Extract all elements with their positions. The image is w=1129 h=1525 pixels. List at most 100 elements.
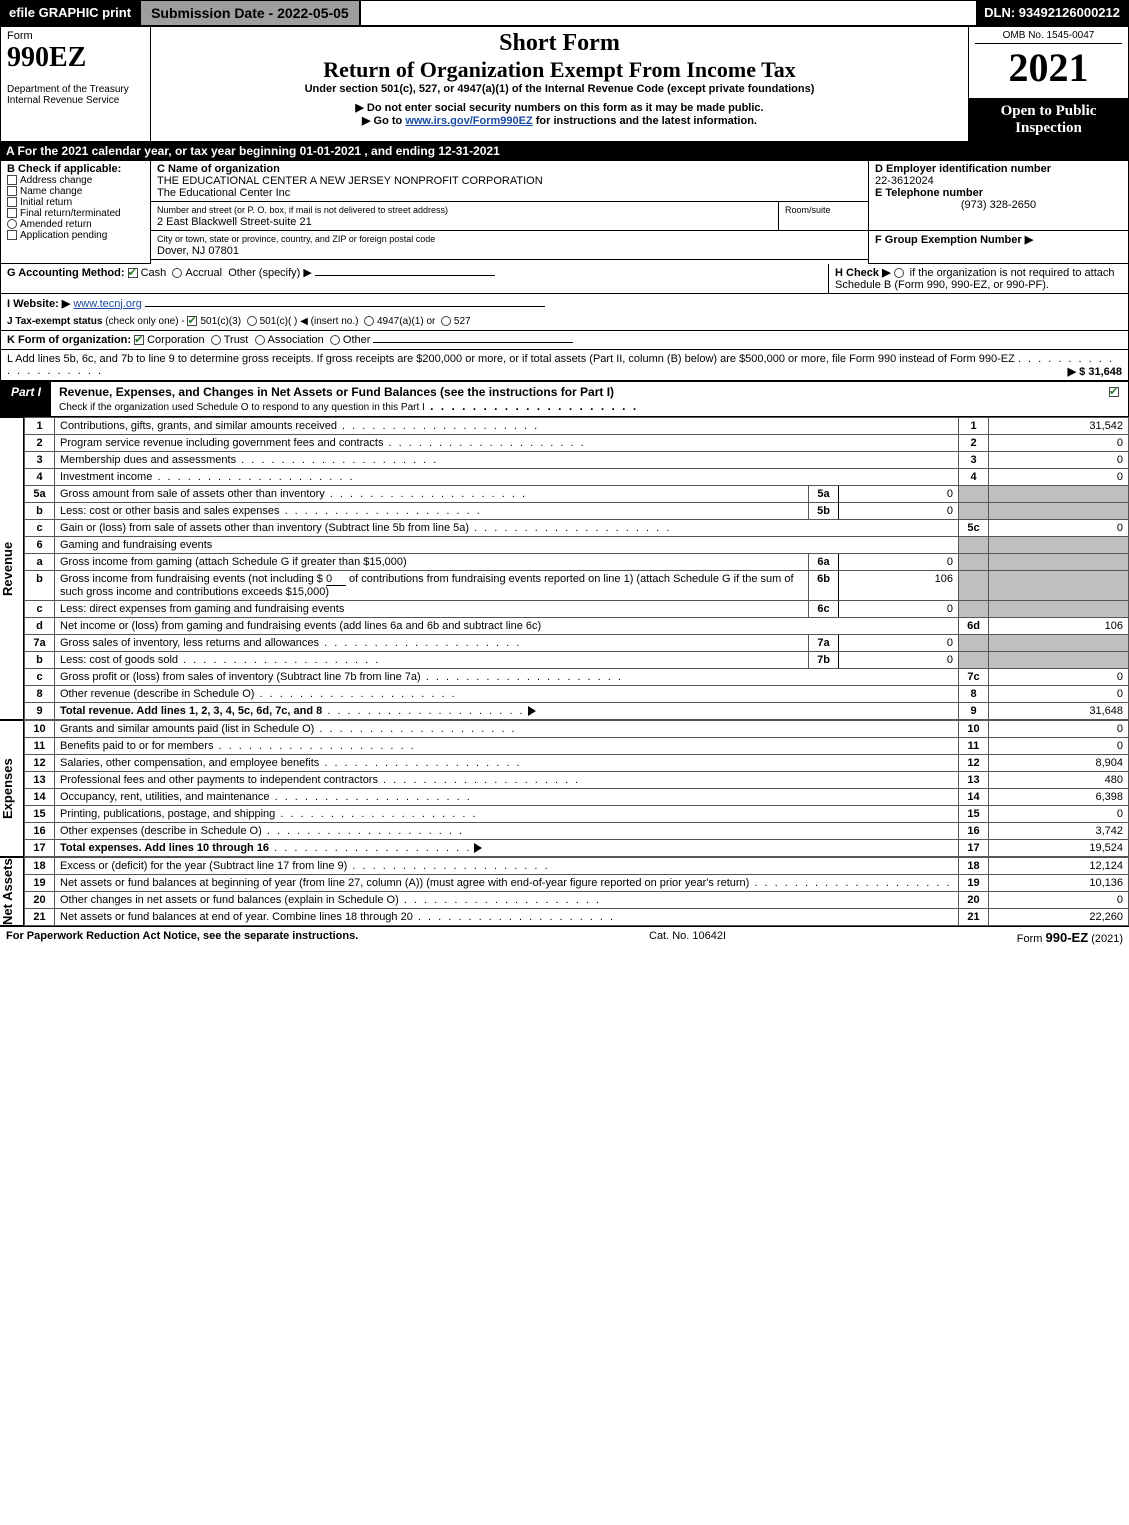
other-specify-input[interactable] <box>315 275 495 276</box>
line-13-value: 480 <box>989 771 1129 788</box>
check-trust[interactable] <box>211 335 221 345</box>
line-6c-desc: Less: direct expenses from gaming and fu… <box>60 603 344 615</box>
check-initial-return[interactable]: Initial return <box>7 197 144 208</box>
part-1-schedule-o-checkbox[interactable] <box>1109 387 1119 397</box>
line-10-desc: Grants and similar amounts paid (list in… <box>60 723 314 735</box>
line-3-num: 3 <box>25 451 55 468</box>
check-4947[interactable] <box>364 316 374 326</box>
line-h-label: H Check ▶ <box>835 267 891 279</box>
line-17-value: 19,524 <box>989 839 1129 856</box>
insert-no-label: ◀ (insert no.) <box>300 316 358 327</box>
check-other-org[interactable] <box>330 335 340 345</box>
line-4-rnum: 4 <box>959 468 989 485</box>
line-9-desc: Total revenue. Add lines 1, 2, 3, 4, 5c,… <box>60 705 322 717</box>
footer-row: For Paperwork Reduction Act Notice, see … <box>0 926 1129 948</box>
line-2-desc: Program service revenue including govern… <box>60 437 383 449</box>
line-6-desc: Gaming and fundraising events <box>60 539 212 551</box>
line-18-num: 18 <box>25 857 55 874</box>
line-i-row: I Website: ▶ www.tecnj.org <box>0 294 1129 313</box>
warn2-pre: ▶ Go to <box>362 115 405 127</box>
line-15-rnum: 15 <box>959 805 989 822</box>
check-501c[interactable] <box>247 316 257 326</box>
line-1-desc: Contributions, gifts, grants, and simila… <box>60 420 337 432</box>
line-1-value: 31,542 <box>989 417 1129 434</box>
line-6c-box-label: 6c <box>809 600 839 617</box>
line-14-value: 6,398 <box>989 788 1129 805</box>
check-501c3[interactable] <box>187 316 197 326</box>
open-public-inspection: Open to Public Inspection <box>969 99 1128 141</box>
line-8-desc: Other revenue (describe in Schedule O) <box>60 688 254 700</box>
check-final-return[interactable]: Final return/terminated <box>7 208 144 219</box>
expenses-side-label: Expenses <box>0 720 24 857</box>
info-block: B Check if applicable: Address change Na… <box>0 160 1129 264</box>
city-label: City or town, state or province, country… <box>157 234 435 244</box>
check-name-change[interactable]: Name change <box>7 186 144 197</box>
line-5a-box-value: 0 <box>839 485 959 502</box>
check-accrual[interactable] <box>172 268 182 278</box>
line-21-rnum: 21 <box>959 908 989 925</box>
check-application-pending[interactable]: Application pending <box>7 230 144 241</box>
check-address-change[interactable]: Address change <box>7 175 144 186</box>
line-3-rnum: 3 <box>959 451 989 468</box>
check-527[interactable] <box>441 316 451 326</box>
ein-value: 22-3612024 <box>875 175 934 187</box>
line-4-value: 0 <box>989 468 1129 485</box>
line-9-arrow-icon <box>528 706 536 716</box>
line-14-desc: Occupancy, rent, utilities, and maintena… <box>60 791 270 803</box>
corporation-label: Corporation <box>147 334 204 346</box>
line-3-value: 0 <box>989 451 1129 468</box>
line-6b-box-value: 106 <box>839 570 959 600</box>
line-6b-grey-val <box>989 570 1129 600</box>
line-18-value: 12,124 <box>989 857 1129 874</box>
line-5b-desc: Less: cost or other basis and sales expe… <box>60 505 280 517</box>
line-6b-num: b <box>25 570 55 600</box>
line-12-value: 8,904 <box>989 754 1129 771</box>
footer-left: For Paperwork Reduction Act Notice, see … <box>6 930 358 945</box>
line-11-num: 11 <box>25 737 55 754</box>
irs-label: Internal Revenue Service <box>7 95 144 106</box>
line-20-rnum: 20 <box>959 891 989 908</box>
line-k-row: K Form of organization: Corporation Trus… <box>0 331 1129 350</box>
other-org-label: Other <box>343 334 371 346</box>
irs-form-link[interactable]: www.irs.gov/Form990EZ <box>405 115 532 127</box>
line-13-rnum: 13 <box>959 771 989 788</box>
line-8-value: 0 <box>989 685 1129 702</box>
line-7b-num: b <box>25 651 55 668</box>
line-k-label: K Form of organization: <box>7 334 131 346</box>
trust-label: Trust <box>224 334 249 346</box>
box-b-label: B Check if applicable: <box>7 163 144 175</box>
website-link[interactable]: www.tecnj.org <box>73 298 141 310</box>
line-12-rnum: 12 <box>959 754 989 771</box>
check-corporation[interactable] <box>134 335 144 345</box>
line-7b-box-label: 7b <box>809 651 839 668</box>
check-amended-return[interactable]: Amended return <box>7 219 144 230</box>
line-5b-box-value: 0 <box>839 502 959 519</box>
line-2-rnum: 2 <box>959 434 989 451</box>
501c3-label: 501(c)(3) <box>200 316 241 327</box>
line-9-num: 9 <box>25 702 55 719</box>
line-14-rnum: 14 <box>959 788 989 805</box>
check-schedule-b[interactable] <box>894 268 904 278</box>
omb-number: OMB No. 1545-0047 <box>975 30 1122 44</box>
line-7c-num: c <box>25 668 55 685</box>
association-label: Association <box>268 334 324 346</box>
expenses-table: 10 Grants and similar amounts paid (list… <box>24 720 1129 857</box>
line-j-row: J Tax-exempt status (check only one) - 5… <box>0 313 1129 331</box>
line-a-calendar-year: A For the 2021 calendar year, or tax yea… <box>0 142 1129 160</box>
check-association[interactable] <box>255 335 265 345</box>
line-j-note: (check only one) - <box>105 316 184 327</box>
line-5b-grey <box>959 502 989 519</box>
other-specify-label: Other (specify) ▶ <box>228 267 312 279</box>
line-5c-value: 0 <box>989 519 1129 536</box>
expenses-section: Expenses 10 Grants and similar amounts p… <box>0 720 1129 857</box>
topbar-spacer <box>361 1 976 25</box>
efile-print-label[interactable]: efile GRAPHIC print <box>1 1 139 25</box>
line-7b-grey-val <box>989 651 1129 668</box>
line-2-num: 2 <box>25 434 55 451</box>
line-5c-desc: Gain or (loss) from sale of assets other… <box>60 522 469 534</box>
check-cash[interactable] <box>128 268 138 278</box>
527-label: 527 <box>454 316 471 327</box>
line-5b-num: b <box>25 502 55 519</box>
501c-label: 501(c)( ) <box>260 316 298 327</box>
line-7a-box-label: 7a <box>809 634 839 651</box>
